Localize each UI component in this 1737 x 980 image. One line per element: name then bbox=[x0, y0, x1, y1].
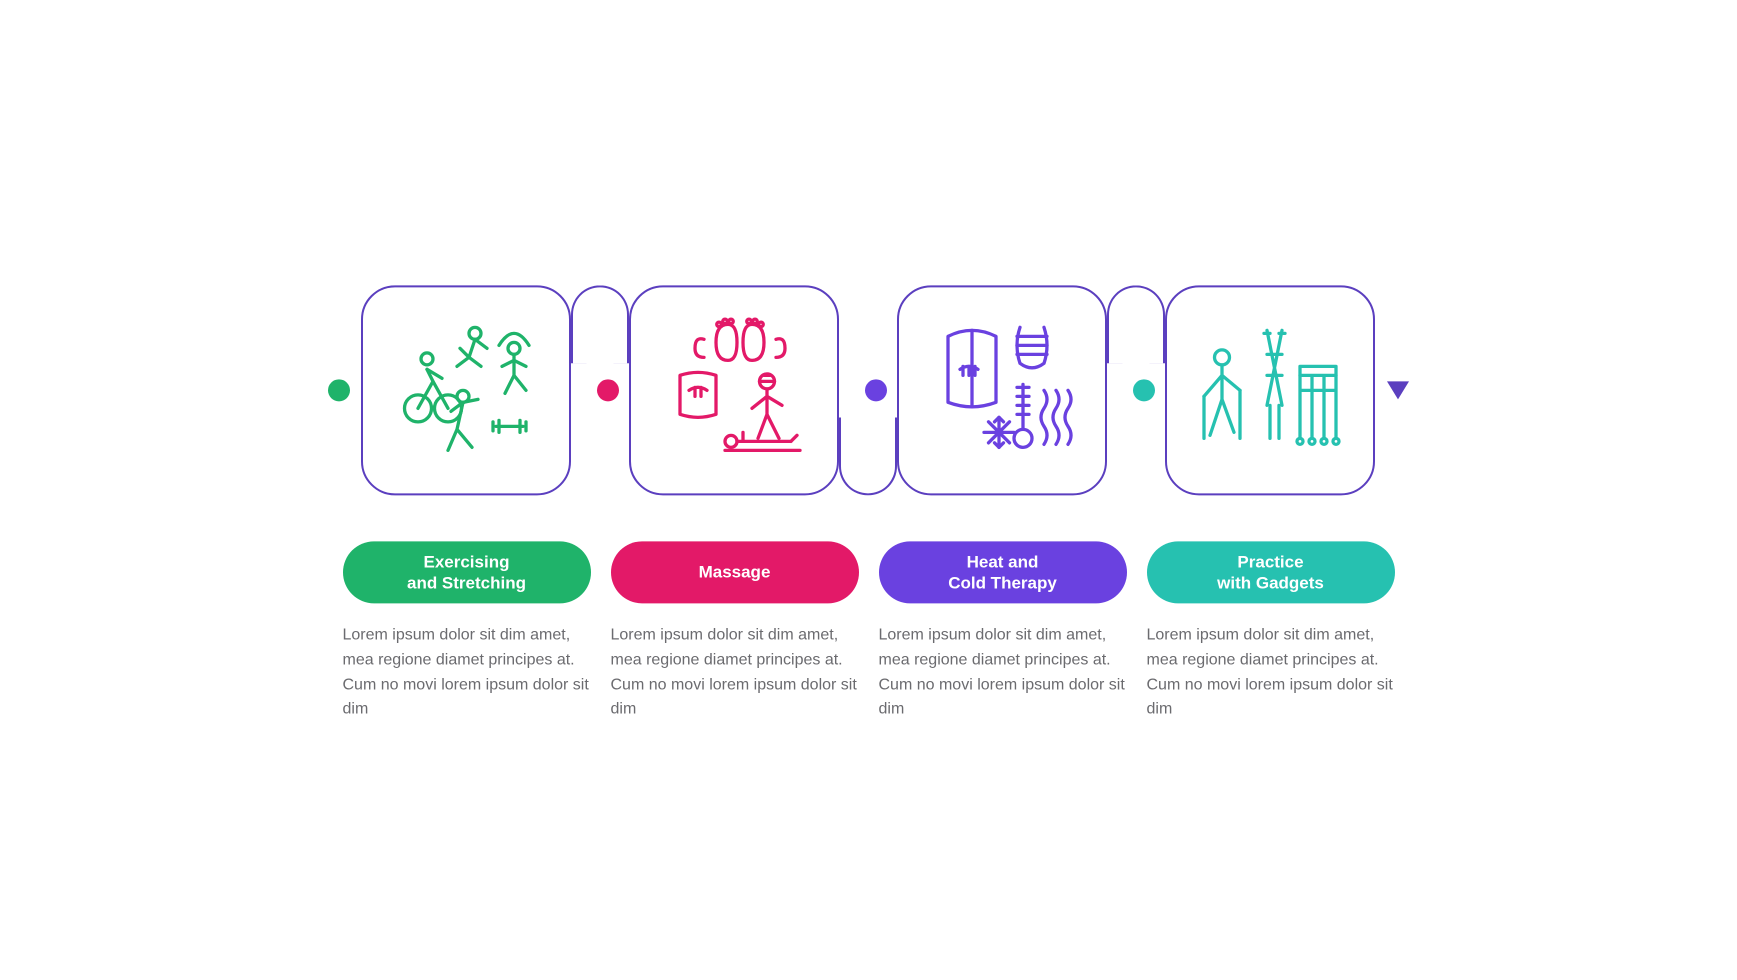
mobility-gadgets-icon bbox=[1195, 315, 1345, 465]
step-panel-exercising bbox=[361, 285, 571, 495]
exercise-icon bbox=[391, 315, 541, 465]
step-panel-massage bbox=[629, 285, 839, 495]
heat-cold-therapy-icon bbox=[927, 315, 1077, 465]
pill-title: Heat andCold Therapy bbox=[948, 551, 1057, 594]
flow-arrowhead-icon bbox=[1387, 381, 1409, 399]
pill-title: Exercisingand Stretching bbox=[407, 551, 526, 594]
step-dot-4 bbox=[1133, 379, 1155, 401]
desc-massage: Lorem ipsum dolor sit dim amet, mea regi… bbox=[611, 623, 859, 722]
pill-title: Practicewith Gadgets bbox=[1217, 551, 1324, 594]
card-gadgets: Practicewith Gadgets Lorem ipsum dolor s… bbox=[1147, 541, 1395, 722]
pill-therapy: Heat andCold Therapy bbox=[879, 541, 1127, 603]
desc-exercising: Lorem ipsum dolor sit dim amet, mea regi… bbox=[343, 623, 591, 722]
step-dot-3 bbox=[865, 379, 887, 401]
desc-gadgets: Lorem ipsum dolor sit dim amet, mea regi… bbox=[1147, 623, 1395, 722]
pill-gadgets: Practicewith Gadgets bbox=[1147, 541, 1395, 603]
connector-arc-2 bbox=[839, 417, 897, 495]
massage-icon bbox=[659, 315, 809, 465]
card-massage: Massage Lorem ipsum dolor sit dim amet, … bbox=[611, 541, 859, 722]
connector-arc-1 bbox=[571, 285, 629, 363]
pill-exercising: Exercisingand Stretching bbox=[343, 541, 591, 603]
infographic-stage: Exercisingand Stretching Lorem ipsum dol… bbox=[339, 275, 1399, 722]
desc-therapy: Lorem ipsum dolor sit dim amet, mea regi… bbox=[879, 623, 1127, 722]
step-panel-therapy bbox=[897, 285, 1107, 495]
step-dot-1 bbox=[328, 379, 350, 401]
step-panel-gadgets bbox=[1165, 285, 1375, 495]
pill-title: Massage bbox=[699, 562, 771, 583]
flow-row bbox=[339, 275, 1399, 505]
pill-massage: Massage bbox=[611, 541, 859, 603]
card-exercising: Exercisingand Stretching Lorem ipsum dol… bbox=[343, 541, 591, 722]
descriptions-row: Exercisingand Stretching Lorem ipsum dol… bbox=[339, 541, 1399, 722]
step-dot-2 bbox=[597, 379, 619, 401]
connector-arc-3 bbox=[1107, 285, 1165, 363]
card-therapy: Heat andCold Therapy Lorem ipsum dolor s… bbox=[879, 541, 1127, 722]
